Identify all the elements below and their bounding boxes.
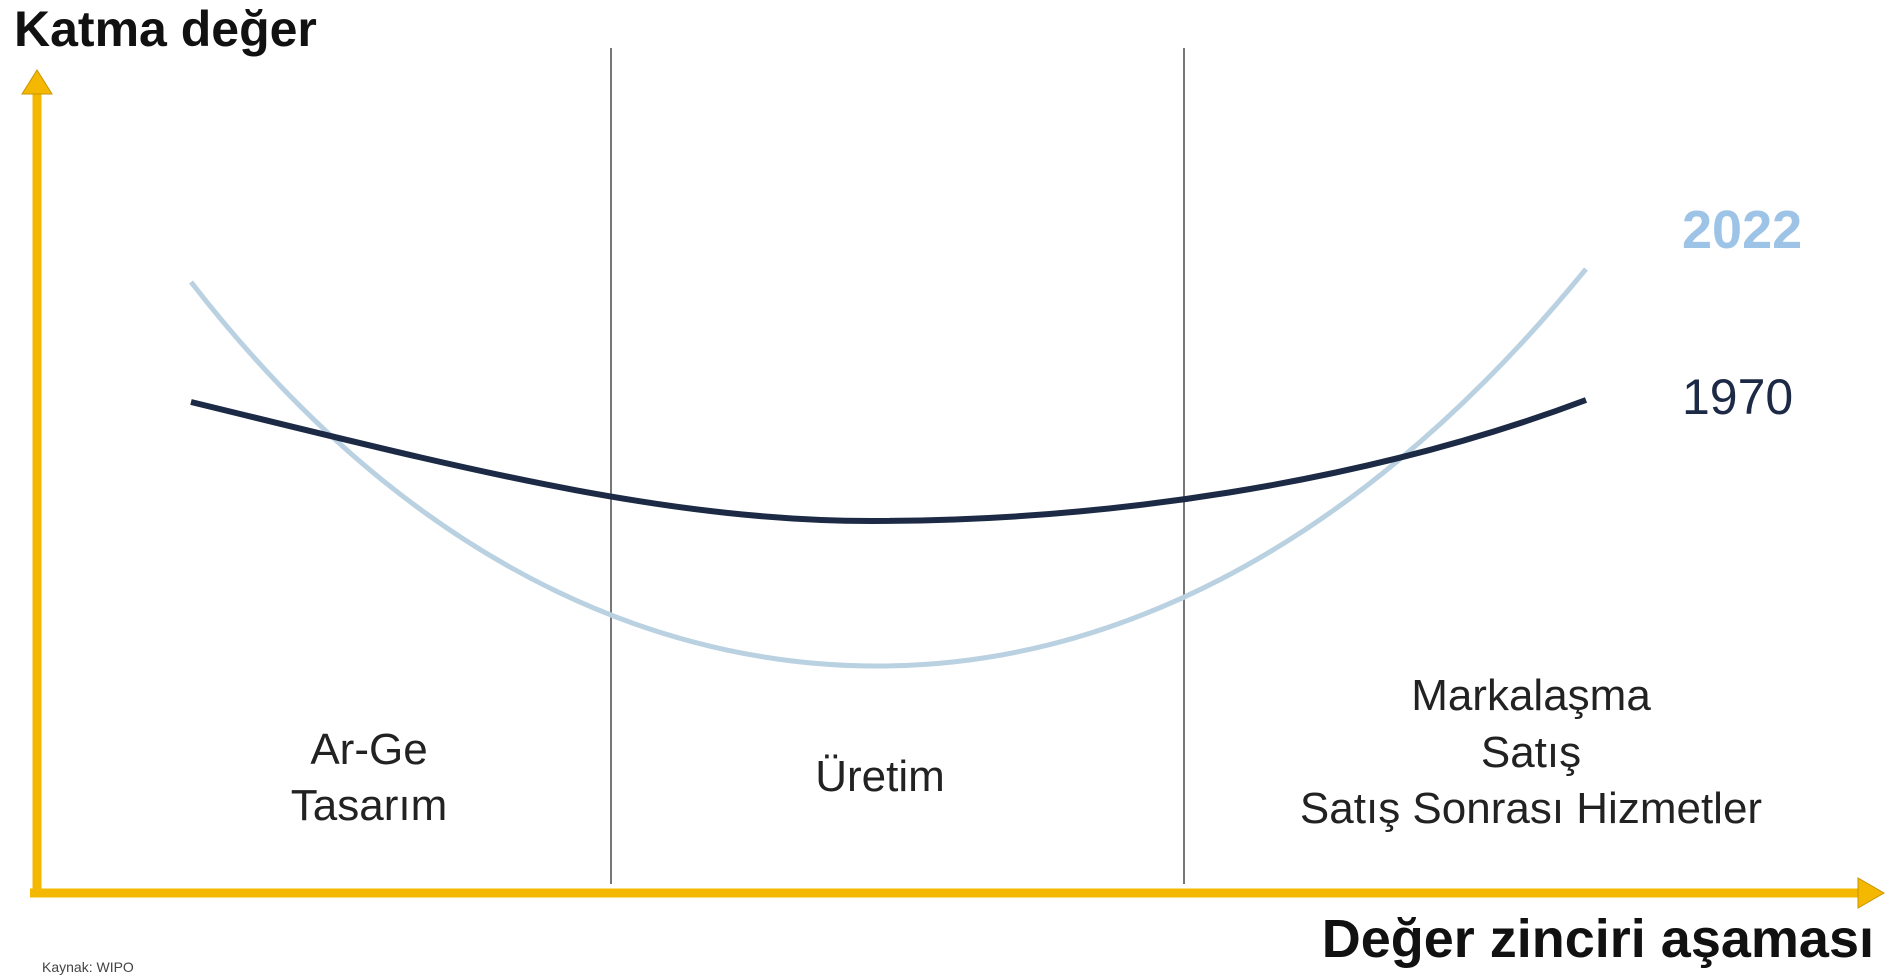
stage-label: Tasarım xyxy=(291,781,447,830)
y-axis-title: Katma değer xyxy=(14,1,317,57)
curve-1970 xyxy=(190,397,1588,525)
curve-label: 2022 xyxy=(1682,200,1802,260)
stage-label: Ar-Ge xyxy=(310,725,427,774)
stage-label: Satış xyxy=(1481,728,1581,777)
source: Kaynak: WIPO xyxy=(42,959,134,975)
x-axis-title: Değer zinciri aşaması xyxy=(1322,909,1874,969)
curve-label: 1970 xyxy=(1682,369,1793,425)
y-axis-arrow xyxy=(21,69,53,95)
stage-label: Markalaşma xyxy=(1411,671,1651,720)
curve-2022 xyxy=(189,267,1588,669)
x-axis-arrow xyxy=(1857,877,1886,909)
stage-label: Satış Sonrası Hizmetler xyxy=(1300,784,1762,833)
stage-label: Üretim xyxy=(815,752,945,801)
